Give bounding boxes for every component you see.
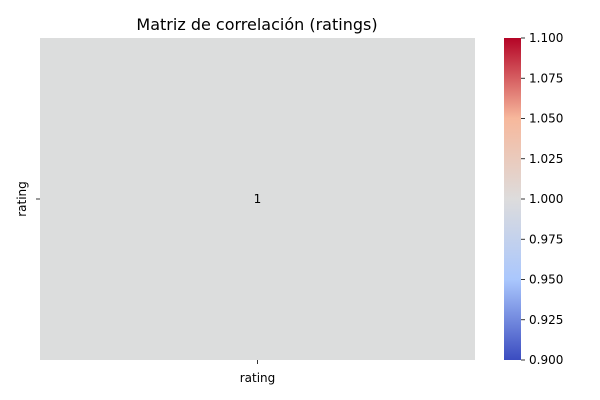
y-axis-ticks: rating [15, 181, 40, 217]
cell-value-label: 1 [254, 192, 262, 206]
heatmap-cells: 1 [40, 38, 475, 360]
colorbar-tick-label: 1.075 [529, 71, 563, 85]
x-tick-label: rating [240, 371, 276, 385]
colorbar-tick-label: 1.000 [529, 192, 563, 206]
y-tick-label: rating [15, 181, 29, 217]
colorbar-tick-label: 1.100 [529, 31, 563, 45]
x-axis-ticks: rating [240, 360, 276, 385]
colorbar-tick-label: 1.025 [529, 152, 563, 166]
chart-title: Matriz de correlación (ratings) [136, 15, 377, 34]
colorbar-ticks: 0.900 0.925 0.950 0.975 1.000 1.025 1.050 1.075… [521, 31, 563, 367]
colorbar-tick-label: 0.975 [529, 232, 563, 246]
colorbar-tick-label: 0.925 [529, 313, 563, 327]
colorbar [504, 38, 521, 360]
colorbar-tick-label: 0.950 [529, 273, 563, 287]
colorbar-tick-label: 1.050 [529, 112, 563, 126]
colorbar-tick-label: 0.900 [529, 353, 563, 367]
heatmap-cell [40, 38, 475, 360]
